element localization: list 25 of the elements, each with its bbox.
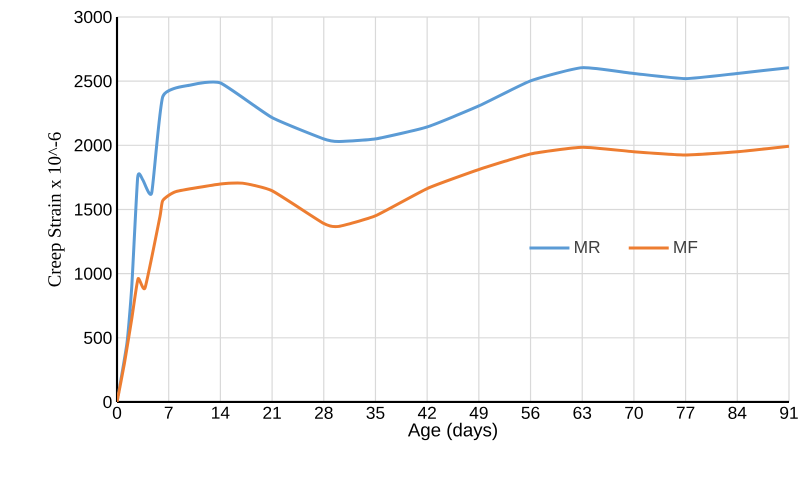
y-tick-label: 0 — [103, 396, 112, 408]
y-axis-title: Creep Strain x 10^-6 — [48, 132, 65, 286]
y-tick-label: 2500 — [74, 75, 112, 88]
x-tick-label: 49 — [470, 406, 488, 419]
x-tick-label: 0 — [112, 406, 122, 419]
x-tick-label: 42 — [418, 406, 436, 419]
x-tick-label: 56 — [522, 406, 540, 419]
y-tick-label: 1000 — [75, 268, 112, 280]
y-tick-label: 3000 — [74, 10, 112, 24]
x-tick-label: 28 — [315, 406, 333, 419]
y-tick-label: 1500 — [75, 203, 112, 216]
legend-label: MF — [674, 241, 698, 253]
x-tick-label: 70 — [625, 406, 643, 419]
y-tick-label: 2000 — [74, 139, 112, 152]
x-tick-label: 77 — [676, 406, 694, 419]
legend-label: MR — [575, 241, 600, 253]
y-tick-label: 500 — [84, 332, 112, 344]
x-axis-title: Age (days) — [408, 422, 497, 440]
x-tick-label: 7 — [164, 406, 173, 419]
x-tick-label: 35 — [366, 406, 384, 419]
x-tick-label: 21 — [263, 406, 281, 419]
x-tick-label: 91 — [780, 406, 798, 419]
x-tick-label: 63 — [573, 406, 592, 419]
x-tick-label: 14 — [212, 406, 230, 419]
x-tick-label: 84 — [728, 406, 746, 419]
